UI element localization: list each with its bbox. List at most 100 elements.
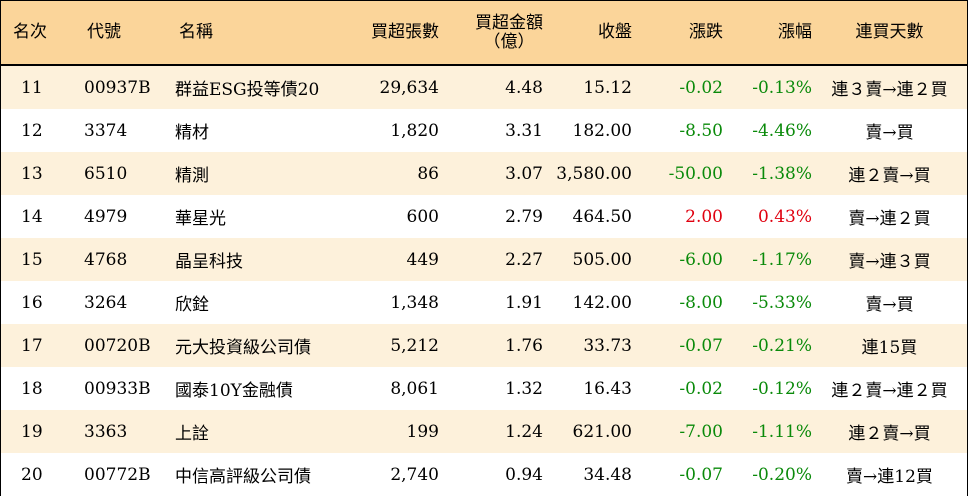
header-amount-line2: （億） — [483, 31, 535, 52]
cell-days: 連２賣→買 — [848, 166, 931, 186]
header-pct: 漲幅 — [723, 1, 812, 66]
cell-pct: 0.43% — [757, 206, 812, 227]
cell-code: 4979 — [84, 206, 128, 227]
cell-rank: 12 — [21, 120, 43, 141]
cell-code: 6510 — [84, 163, 128, 184]
cell-days: 連２賣→買 — [848, 424, 931, 444]
cell-volume: 1,820 — [390, 120, 439, 141]
table-row: 20 00772B 中信高評級公司債 2,740 0.94 34.48 -0.0… — [1, 453, 967, 496]
table-row: 13 6510 精測 86 3.07 3,580.00 -50.00 -1.38… — [1, 152, 967, 195]
cell-volume: 86 — [417, 163, 439, 184]
table-row: 11 00937B 群益ESG投等債20 29,634 4.48 15.12 -… — [1, 65, 967, 109]
cell-name: 群益ESG投等債20 — [175, 80, 320, 100]
cell-days: 賣→買 — [865, 295, 914, 315]
cell-close: 621.00 — [572, 421, 632, 442]
cell-change: -0.02 — [679, 77, 723, 98]
table-row: 19 3363 上詮 199 1.24 621.00 -7.00 -1.11% … — [1, 410, 967, 453]
cell-rank: 15 — [21, 249, 43, 270]
cell-close: 464.50 — [572, 206, 632, 227]
table-row: 18 00933B 國泰10Y金融債 8,061 1.32 16.43 -0.0… — [1, 367, 967, 410]
cell-volume: 2,740 — [390, 464, 439, 485]
cell-code: 3374 — [84, 120, 128, 141]
cell-amount: 3.07 — [505, 163, 543, 184]
cell-volume: 8,061 — [390, 378, 439, 399]
cell-code: 3264 — [84, 292, 128, 313]
cell-rank: 18 — [21, 378, 43, 399]
cell-pct: -1.11% — [752, 421, 812, 442]
table-row: 12 3374 精材 1,820 3.31 182.00 -8.50 -4.46… — [1, 109, 967, 152]
cell-name: 晶呈科技 — [175, 252, 243, 272]
cell-pct: -0.20% — [752, 464, 812, 485]
header-volume: 買超張數 — [344, 1, 439, 66]
cell-name: 元大投資級公司債 — [175, 338, 311, 358]
cell-pct: -0.21% — [752, 335, 812, 356]
cell-rank: 17 — [21, 335, 43, 356]
cell-change: -8.00 — [679, 292, 723, 313]
table-row: 17 00720B 元大投資級公司債 5,212 1.76 33.73 -0.0… — [1, 324, 967, 367]
cell-name: 上詮 — [175, 424, 209, 444]
cell-change: -7.00 — [679, 421, 723, 442]
header-amount: 買超金額 （億） — [439, 1, 543, 66]
cell-amount: 1.91 — [505, 292, 543, 313]
cell-days: 連３賣→連２買 — [831, 80, 948, 100]
cell-close: 15.12 — [583, 77, 632, 98]
cell-days: 賣→買 — [865, 123, 914, 143]
cell-name: 國泰10Y金融債 — [175, 381, 293, 401]
header-change: 漲跌 — [632, 1, 723, 66]
cell-volume: 449 — [406, 249, 439, 270]
cell-close: 505.00 — [572, 249, 632, 270]
cell-rank: 11 — [21, 77, 43, 98]
cell-days: 連２賣→連２買 — [831, 381, 948, 401]
cell-close: 142.00 — [572, 292, 632, 313]
header-code: 代號 — [79, 1, 169, 66]
cell-code: 00937B — [84, 77, 151, 98]
cell-volume: 1,348 — [390, 292, 439, 313]
cell-code: 4768 — [84, 249, 128, 270]
cell-amount: 1.32 — [505, 378, 543, 399]
cell-change: -50.00 — [668, 163, 723, 184]
table-row: 16 3264 欣銓 1,348 1.91 142.00 -8.00 -5.33… — [1, 281, 967, 324]
cell-days: 賣→連２買 — [848, 209, 931, 229]
cell-volume: 29,634 — [379, 77, 439, 98]
header-amount-wrap: 買超金額 （億） — [475, 13, 543, 52]
cell-amount: 2.27 — [505, 249, 543, 270]
cell-change: -0.07 — [679, 464, 723, 485]
cell-amount: 1.24 — [505, 421, 543, 442]
cell-name: 精測 — [175, 166, 209, 186]
cell-name: 中信高評級公司債 — [175, 467, 311, 487]
table-row: 14 4979 華星光 600 2.79 464.50 2.00 0.43% 賣… — [1, 195, 967, 238]
header-days: 連買天數 — [812, 1, 967, 66]
cell-amount: 3.31 — [505, 120, 543, 141]
cell-code: 3363 — [84, 421, 128, 442]
cell-rank: 20 — [21, 464, 43, 485]
cell-volume: 5,212 — [390, 335, 439, 356]
header-close: 收盤 — [543, 1, 632, 66]
cell-days: 連15買 — [861, 338, 918, 358]
cell-code: 00772B — [84, 464, 151, 485]
table-row: 15 4768 晶呈科技 449 2.27 505.00 -6.00 -1.17… — [1, 238, 967, 281]
cell-name: 精材 — [175, 123, 209, 143]
cell-pct: -0.13% — [752, 77, 812, 98]
header-rank: 名次 — [1, 1, 79, 66]
cell-days: 賣→連12買 — [846, 467, 933, 487]
cell-amount: 1.76 — [505, 335, 543, 356]
cell-name: 華星光 — [175, 209, 226, 229]
cell-change: -0.07 — [679, 335, 723, 356]
cell-close: 16.43 — [583, 378, 632, 399]
cell-change: -0.02 — [679, 378, 723, 399]
table-header-row: 名次 代號 名稱 買超張數 買超金額 （億） 收盤 漲跌 漲幅 連買天數 — [1, 1, 967, 66]
cell-rank: 16 — [21, 292, 43, 313]
cell-pct: -0.12% — [752, 378, 812, 399]
cell-amount: 2.79 — [505, 206, 543, 227]
cell-rank: 13 — [21, 163, 43, 184]
cell-days: 賣→連３買 — [848, 252, 931, 272]
cell-pct: -1.38% — [752, 163, 812, 184]
cell-amount: 4.48 — [505, 77, 543, 98]
cell-volume: 600 — [406, 206, 439, 227]
cell-close: 33.73 — [583, 335, 632, 356]
cell-code: 00720B — [84, 335, 151, 356]
cell-close: 3,580.00 — [556, 163, 632, 184]
cell-pct: -5.33% — [752, 292, 812, 313]
